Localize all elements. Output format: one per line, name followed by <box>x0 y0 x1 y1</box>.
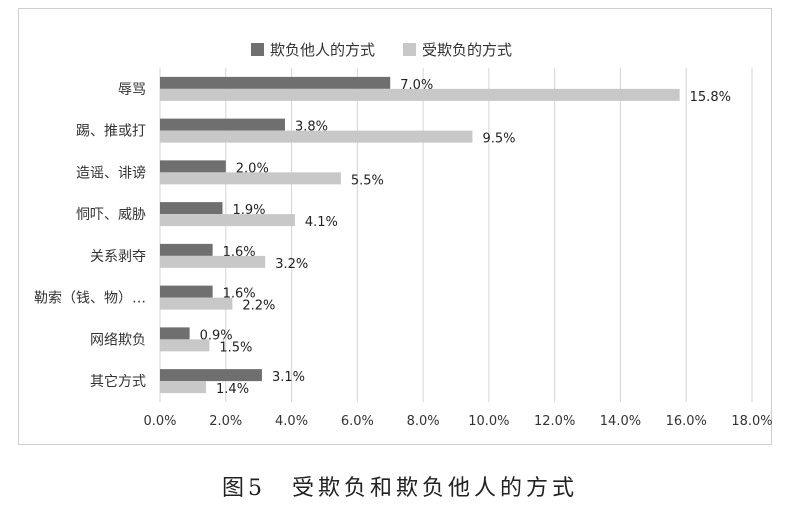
data-label-bully-7: 3.1% <box>272 370 305 385</box>
data-label-bullied-6: 1.5% <box>219 340 252 355</box>
legend-label-bully: 欺负他人的方式 <box>270 41 376 59</box>
category-label-0: 辱骂 <box>118 82 146 98</box>
data-label-bullied-3: 4.1% <box>305 215 338 230</box>
category-label-4: 关系剥夺 <box>90 249 146 265</box>
bar-bully-2 <box>160 160 226 173</box>
x-tick-label-4: 8.0% <box>407 414 440 429</box>
category-label-7: 其它方式 <box>90 373 146 390</box>
legend-swatch-bullied <box>403 43 417 56</box>
bar-bullied-1 <box>160 130 473 143</box>
legend-item-bully: 欺负他人的方式 <box>251 39 375 60</box>
bar-bully-1 <box>160 118 285 131</box>
bar-bullied-7 <box>160 381 207 394</box>
x-tick-label-8: 16.0% <box>666 414 707 429</box>
legend: 欺负他人的方式 受欺负的方式 <box>251 39 540 60</box>
bar-bully-5 <box>160 285 213 298</box>
bar-bullied-2 <box>160 172 341 185</box>
legend-label-bullied: 受欺负的方式 <box>422 41 513 59</box>
category-label-2: 造谣、诽谤 <box>76 164 146 181</box>
bar-bully-3 <box>160 202 223 215</box>
chart-frame: 欺负他人的方式 受欺负的方式 <box>18 8 772 445</box>
bar-bullied-6 <box>160 339 210 352</box>
category-label-3: 恫吓、威胁 <box>76 207 146 223</box>
data-label-bullied-7: 1.4% <box>216 382 249 397</box>
legend-item-bullied: 受欺负的方式 <box>403 39 512 60</box>
category-label-1: 踢、推或打 <box>76 123 146 140</box>
legend-swatch-bully <box>251 43 264 56</box>
data-label-bullied-2: 5.5% <box>351 173 384 188</box>
bar-bully-6 <box>160 327 190 340</box>
x-tick-label-5: 10.0% <box>468 414 509 429</box>
x-tick-label-0: 0.0% <box>143 414 176 429</box>
x-tick-label-6: 12.0% <box>534 414 575 429</box>
x-tick-label-9: 18.0% <box>731 414 772 429</box>
x-tick-label-7: 14.0% <box>600 414 641 429</box>
bar-bullied-5 <box>160 297 233 310</box>
figure-caption: 图5 受欺负和欺负他人的方式 <box>222 476 578 501</box>
bar-bully-0 <box>160 76 391 89</box>
bar-bully-7 <box>160 369 262 382</box>
data-label-bullied-5: 2.2% <box>242 299 275 314</box>
bar-bullied-0 <box>160 88 680 101</box>
bar-chart: 0.0% 2.0% 4.0% 6.0% 8.0% 10.0% 12.0% 14.0% 16.0%… <box>34 68 773 429</box>
data-label-bullied-4: 3.2% <box>275 257 308 272</box>
x-tick-label-1: 2.0% <box>209 414 242 429</box>
x-tick-label-2: 4.0% <box>275 414 308 429</box>
bar-bully-4 <box>160 243 213 256</box>
bar-bullied-3 <box>160 214 295 227</box>
bar-bullied-4 <box>160 255 266 268</box>
data-label-bullied-1: 9.5% <box>482 132 515 147</box>
category-label-5: 勒索（钱、物）… <box>34 290 146 307</box>
category-label-6: 网络欺负 <box>90 332 146 348</box>
data-label-bullied-0: 15.8% <box>690 90 731 105</box>
x-tick-label-3: 6.0% <box>341 414 374 429</box>
